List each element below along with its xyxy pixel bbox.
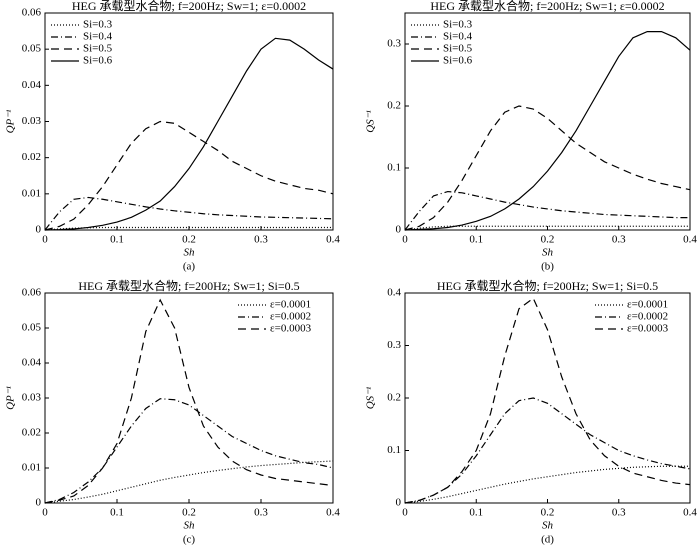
legend-label: Si=0.4 [443, 31, 473, 43]
legend-label: ε=0.0001 [270, 299, 311, 311]
legend-label: ε=0.0003 [270, 323, 312, 335]
x-tick-label: 0.1 [110, 507, 124, 519]
series-line [404, 190, 690, 231]
y-axis-label: QP⁻¹ [5, 110, 17, 134]
y-tick-label: 0.04 [22, 357, 42, 369]
y-tick-label: 0.03 [22, 392, 42, 404]
legend-label: Si=0.6 [443, 55, 473, 67]
legend-label: ε=0.0002 [270, 311, 311, 323]
y-tick-label: 0.3 [387, 38, 401, 50]
legend-label: Si=0.3 [443, 19, 473, 31]
series-line [404, 465, 690, 504]
x-tick-label: 0 [42, 507, 48, 519]
y-tick-label: 0.2 [387, 392, 401, 404]
x-tick-label: 0.1 [469, 234, 483, 246]
y-tick-label: 0.03 [22, 115, 42, 127]
legend-label: Si=0.4 [83, 31, 113, 43]
x-tick-label: 0.2 [541, 507, 555, 519]
y-tick-label: 0.05 [22, 322, 42, 334]
chart-title: HEG 承载型水合物; f=200Hz; Sw=1; ε=0.0002 [430, 0, 664, 13]
x-tick-label: 0.2 [182, 234, 196, 246]
caption: (c) [183, 534, 196, 546]
y-tick-label: 0.01 [22, 462, 41, 474]
x-tick-label: 0.1 [110, 234, 124, 246]
y-tick-label: 0 [396, 224, 402, 236]
y-tick-label: 0 [36, 224, 42, 236]
series-line [44, 120, 334, 231]
y-tick-label: 0 [36, 497, 42, 509]
caption: (a) [183, 261, 196, 273]
series-line [404, 31, 691, 231]
series-line [44, 37, 334, 231]
chart-title: HEG 承载型水合物; f=200Hz; Sw=1; ε=0.0002 [72, 0, 306, 13]
legend-label: Si=0.5 [83, 43, 113, 55]
y-tick-label: 0.06 [22, 7, 42, 19]
x-tick-label: 0.2 [182, 507, 196, 519]
x-tick-label: 0.2 [541, 234, 555, 246]
y-tick-label: 0.06 [22, 287, 42, 299]
y-axis-label: QS⁻¹ [365, 110, 377, 133]
x-tick-label: 0.4 [326, 507, 340, 519]
y-axis-label: QS⁻¹ [365, 387, 377, 410]
y-tick-label: 0.1 [387, 444, 401, 456]
y-tick-label: 0.05 [22, 43, 42, 55]
x-axis-label: Sh [542, 247, 554, 259]
legend-label: ε=0.0003 [627, 323, 669, 335]
series-line [44, 460, 334, 504]
series-line [404, 105, 691, 231]
x-axis-label: Sh [184, 520, 196, 532]
x-tick-label: 0.3 [612, 234, 626, 246]
y-tick-label: 0.02 [22, 427, 41, 439]
y-tick-label: 0 [396, 497, 402, 509]
x-tick-label: 0 [402, 507, 408, 519]
series-line [44, 226, 333, 231]
series-line [44, 196, 334, 231]
caption: (d) [541, 534, 554, 546]
y-tick-label: 0.01 [22, 187, 41, 199]
y-tick-label: 0.2 [387, 100, 401, 112]
legend-label: ε=0.0002 [627, 311, 668, 323]
y-tick-label: 0.4 [387, 287, 401, 299]
y-tick-label: 0.02 [22, 151, 41, 163]
x-tick-label: 0.3 [254, 234, 268, 246]
legend-label: ε=0.0001 [627, 299, 668, 311]
series-line [404, 225, 690, 231]
x-tick-label: 0.4 [326, 234, 340, 246]
y-tick-label: 0.04 [22, 79, 42, 91]
x-tick-label: 0.3 [254, 507, 268, 519]
legend-label: Si=0.3 [83, 19, 113, 31]
caption: (b) [541, 261, 554, 273]
y-axis-label: QP⁻¹ [5, 386, 17, 410]
x-axis-label: Sh [542, 520, 554, 532]
x-tick-label: 0 [42, 234, 48, 246]
series-line [44, 298, 334, 504]
x-tick-label: 0.1 [469, 507, 483, 519]
chart-title: HEG 承载型水合物; f=200Hz; Sw=1; Si=0.5 [437, 278, 658, 293]
series-line [44, 398, 334, 504]
x-tick-label: 0.4 [683, 234, 697, 246]
x-axis-label: Sh [184, 247, 196, 259]
x-tick-label: 0.3 [612, 507, 626, 519]
y-tick-label: 0.1 [387, 162, 401, 174]
legend-label: Si=0.5 [443, 43, 473, 55]
y-tick-label: 0.3 [387, 339, 401, 351]
legend-label: Si=0.6 [83, 55, 113, 67]
chart-title: HEG 承载型水合物; f=200Hz; Sw=1; Si=0.5 [78, 278, 299, 293]
x-tick-label: 0 [402, 234, 408, 246]
x-tick-label: 0.4 [683, 507, 697, 519]
series-line [404, 297, 691, 504]
